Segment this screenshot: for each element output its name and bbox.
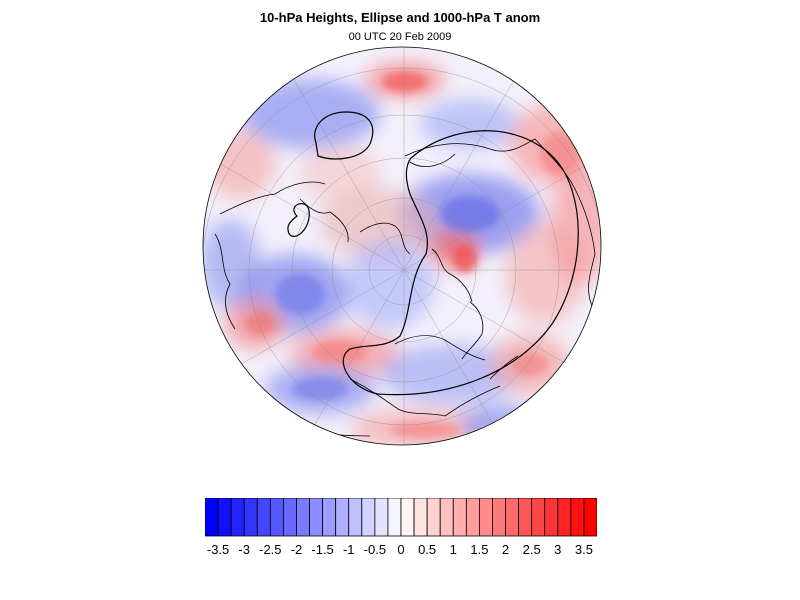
colorbar-box (269, 498, 284, 537)
colorbar-tick-label: 1 (450, 542, 457, 557)
ellipse-small-west (287, 203, 310, 237)
colorbar-box (335, 498, 350, 537)
colorbar-tick-label: -0.5 (364, 542, 386, 557)
colorbar-tick-label: 3.5 (575, 542, 593, 557)
colorbar-box (583, 498, 597, 537)
colorbar-tick-label: 3 (554, 542, 561, 557)
colorbar-box (348, 498, 363, 537)
colorbar-box (426, 498, 441, 537)
colorbar-tick-label: -1.5 (311, 542, 333, 557)
colorbar-box (374, 498, 389, 537)
colorbar-box (557, 498, 572, 537)
colorbar-box (465, 498, 480, 537)
colorbar-tick-label: -2 (291, 542, 303, 557)
colorbar-tick-label: 0.5 (418, 542, 436, 557)
colorbar-tick-label: 2.5 (523, 542, 541, 557)
colorbar-tick-label: -1 (343, 542, 355, 557)
colorbar-boxes (205, 498, 597, 537)
colorbar-box (230, 498, 245, 537)
chart-subtitle: 00 UTC 20 Feb 2009 (348, 31, 452, 43)
map-border (202, 46, 602, 446)
colorbar-box (205, 498, 219, 537)
colorbar-box (400, 498, 415, 537)
colorbar-tick-label: 2 (502, 542, 509, 557)
colorbar-box (387, 498, 402, 537)
colorbar-box (309, 498, 323, 537)
colorbar-box (492, 498, 506, 537)
colorbar-box (531, 498, 546, 537)
polar-map (202, 46, 602, 446)
colorbar-box (243, 498, 258, 537)
colorbar-tick-labels: -3.5 -3 -2.5 -2 -1.5 -1 -0.5 0 0.5 1 1.5 2 2.5 3 3.5 (207, 542, 593, 557)
ellipse-contours (287, 111, 579, 396)
colorbar-box (256, 498, 271, 537)
colorbar-box (570, 498, 585, 537)
colorbar-box (283, 498, 297, 537)
temperature-anomaly-detail (246, 72, 580, 438)
colorbar-box (505, 498, 519, 537)
chart-title: 10-hPa Heights, Ellipse and 1000-hPa T a… (259, 10, 541, 25)
colorbar-box (452, 498, 467, 537)
colorbar-tick-label: -3.5 (207, 542, 229, 557)
colorbar-box (413, 498, 428, 537)
colorbar-box (361, 498, 376, 537)
colorbar-box (322, 498, 337, 537)
colorbar-tick-label: 1.5 (470, 542, 488, 557)
colorbar-box (439, 498, 454, 537)
colorbar-tick-label: -2.5 (259, 542, 281, 557)
colorbar-box (478, 498, 493, 537)
colorbar: -3.5 -3 -2.5 -2 -1.5 -1 -0.5 0 0.5 1 1.5 2 2.5 3 3.5 (205, 498, 597, 557)
colorbar-box (544, 498, 559, 537)
colorbar-tick-label: 0 (397, 542, 404, 557)
colorbar-box (217, 498, 232, 537)
ellipse-large (342, 130, 579, 396)
ellipse-small-north (314, 111, 374, 160)
colorbar-tick-label: -3 (238, 542, 250, 557)
colorbar-box (518, 498, 533, 537)
colorbar-box (296, 498, 310, 537)
